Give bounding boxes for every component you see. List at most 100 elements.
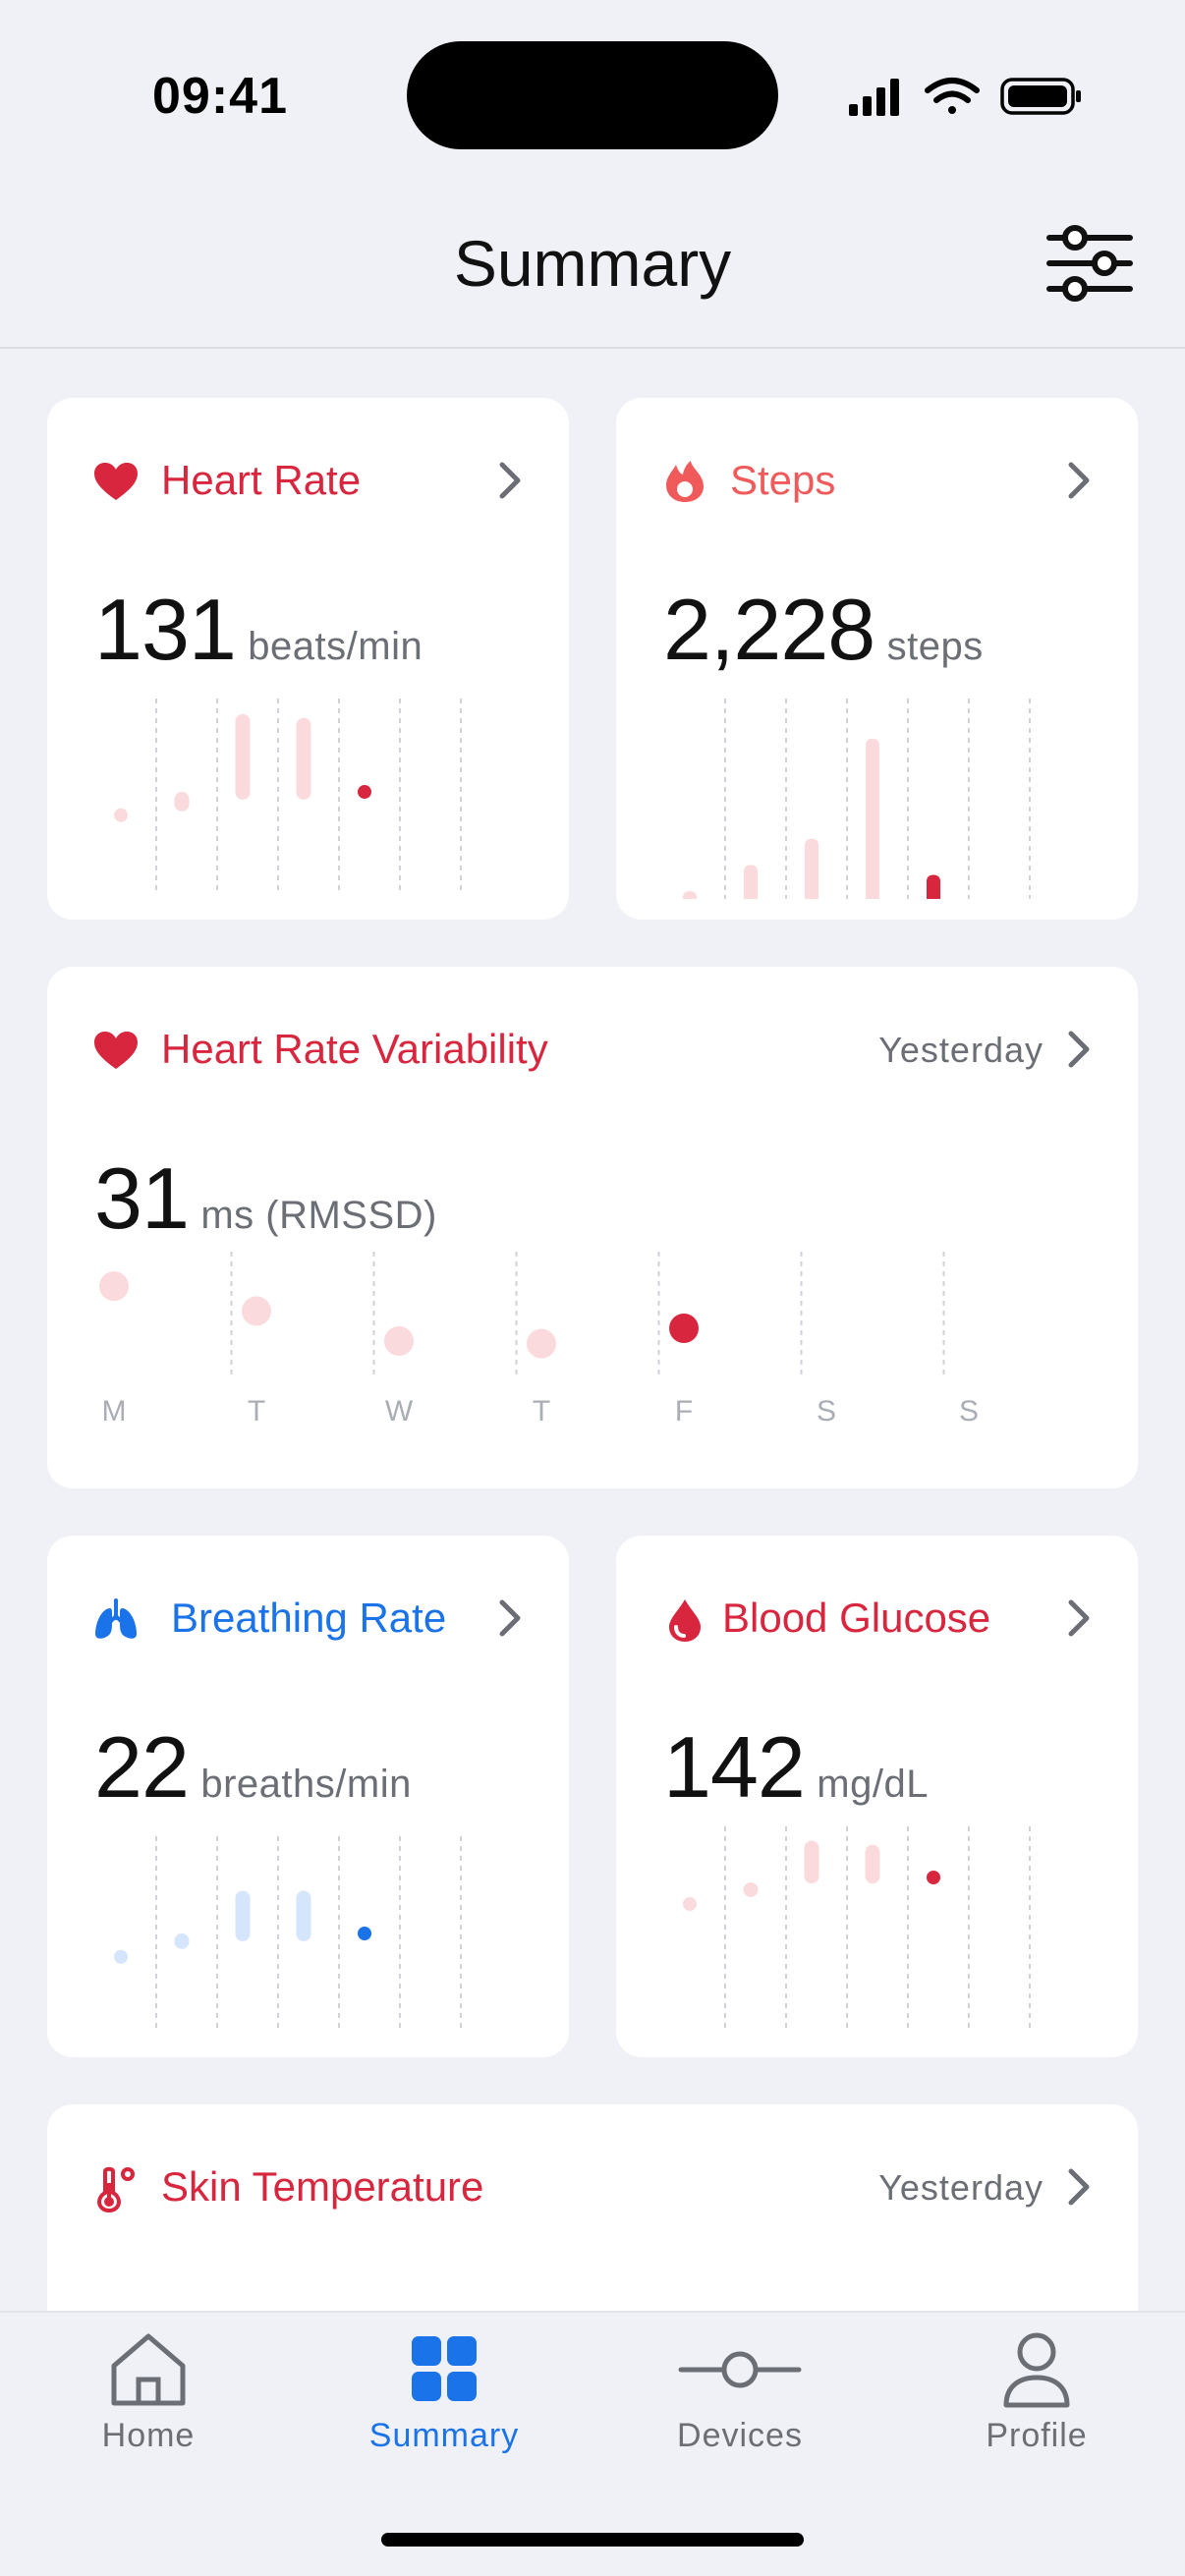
wifi-icon	[925, 78, 980, 114]
step-bar	[683, 891, 697, 899]
steps-chart	[683, 699, 1031, 899]
tab-label: Profile	[986, 2417, 1088, 2454]
card-title: Heart Rate Variability	[161, 1026, 548, 1072]
tab-label: Devices	[677, 2417, 803, 2454]
card-title: Steps	[730, 457, 836, 503]
range-mark	[296, 1890, 311, 1941]
range-mark	[865, 1844, 880, 1884]
range-mark	[296, 717, 311, 800]
tab-label: Home	[101, 2417, 196, 2454]
hrv-mark	[384, 1326, 414, 1356]
range-mark	[927, 1871, 940, 1884]
metric-value: 2,228	[663, 581, 875, 678]
metric-value: 142	[663, 1718, 806, 1816]
hrv-card[interactable]: Heart Rate Variability Yesterday 31 ms (…	[47, 967, 1138, 1488]
card-header: Breathing Rate	[92, 1585, 524, 1653]
step-bar	[744, 865, 758, 899]
card-header: Heart Rate Variability Yesterday	[92, 1016, 1093, 1085]
card-header: Blood Glucose	[661, 1585, 1093, 1653]
hrv-mark	[669, 1314, 699, 1343]
chevron-right-icon[interactable]	[1065, 1596, 1093, 1640]
range-mark	[174, 792, 190, 812]
card-title: Heart Rate	[161, 457, 362, 503]
card-header: Skin Temperature Yesterday	[92, 2154, 1093, 2222]
person-icon	[1003, 2332, 1070, 2408]
card-title: Skin Temperature	[161, 2163, 484, 2210]
heart-icon	[94, 1032, 138, 1069]
day-label: M	[102, 1395, 127, 1428]
metric-unit: steps	[886, 625, 984, 668]
card-period: Yesterday	[878, 1030, 1044, 1070]
lungs-icon	[95, 1598, 137, 1639]
device-icon	[678, 2351, 802, 2388]
card-header: Steps	[661, 447, 1093, 516]
range-mark	[358, 1927, 371, 1940]
value-row: 22 breaths/min	[94, 1717, 412, 1818]
card-period: Yesterday	[878, 2167, 1044, 2208]
range-mark	[235, 713, 251, 800]
range-mark	[114, 1949, 128, 1964]
day-label: F	[675, 1395, 693, 1428]
value-row: 31 ms (RMSSD)	[94, 1148, 437, 1249]
metric-unit: beats/min	[248, 625, 423, 668]
tab-label: Summary	[368, 2417, 520, 2454]
steps-card[interactable]: Steps 2,228 steps	[616, 398, 1138, 920]
metric-value: 131	[94, 581, 237, 678]
chevron-right-icon[interactable]	[1065, 459, 1093, 502]
card-title: Blood Glucose	[722, 1595, 991, 1641]
value-row: 142 mg/dL	[663, 1717, 929, 1818]
home-indicator	[381, 2533, 804, 2547]
thermometer-icon	[96, 2166, 135, 2212]
blood-glucose-card[interactable]: Blood Glucose 142 mg/dL	[616, 1536, 1138, 2057]
filter-sliders-icon[interactable]	[1045, 224, 1134, 303]
page-title: Summary	[453, 227, 732, 300]
chevron-right-icon[interactable]	[496, 1596, 524, 1640]
metric-unit: breaths/min	[200, 1763, 412, 1806]
battery-icon	[1000, 78, 1081, 115]
tab-summary[interactable]: Summary	[346, 2330, 542, 2478]
step-bar	[866, 738, 879, 899]
value-row: 2,228 steps	[663, 580, 984, 680]
day-label: S	[817, 1395, 836, 1428]
grid-icon	[412, 2336, 477, 2401]
day-label: S	[959, 1395, 979, 1428]
range-mark	[683, 1897, 697, 1912]
range-mark	[358, 785, 371, 800]
status-time: 09:41	[152, 68, 288, 125]
tab-devices[interactable]: Devices	[642, 2330, 838, 2478]
range-mark	[804, 1840, 819, 1884]
chevron-right-icon[interactable]	[496, 459, 524, 502]
hrv-mark	[527, 1328, 556, 1359]
home-icon	[111, 2333, 186, 2406]
day-label: T	[248, 1395, 265, 1428]
card-title: Breathing Rate	[171, 1595, 447, 1641]
metric-value: 22	[94, 1718, 190, 1816]
breathing-rate-card[interactable]: Breathing Rate 22 breaths/min	[47, 1536, 569, 2057]
step-bar	[927, 874, 940, 899]
tab-home[interactable]: Home	[50, 2330, 247, 2478]
heart-rate-card[interactable]: Heart Rate 131 beats/min	[47, 398, 569, 920]
range-mark	[114, 808, 128, 822]
chevron-right-icon[interactable]	[1065, 2165, 1093, 2209]
header: Summary	[0, 187, 1185, 349]
step-bar	[805, 838, 818, 899]
blood-drop-icon	[669, 1599, 701, 1642]
tab-profile[interactable]: Profile	[938, 2330, 1135, 2478]
day-label: W	[385, 1395, 414, 1428]
hrv-mark	[242, 1296, 271, 1326]
chevron-right-icon[interactable]	[1065, 1028, 1093, 1071]
card-header: Heart Rate	[92, 447, 524, 516]
range-mark	[235, 1890, 251, 1941]
blood-glucose-chart	[683, 1826, 1031, 2031]
heart-rate-chart	[114, 699, 462, 893]
heart-icon	[94, 463, 138, 500]
status-icons	[849, 78, 1081, 116]
status-bar: 09:41	[0, 0, 1185, 187]
metric-value: 31	[94, 1149, 190, 1247]
range-mark	[174, 1933, 190, 1949]
tab-bar: Home Summary Devices Profile	[0, 2311, 1185, 2576]
hrv-mark	[99, 1271, 129, 1302]
flame-icon	[666, 461, 704, 502]
cellular-signal-icon	[849, 79, 899, 116]
